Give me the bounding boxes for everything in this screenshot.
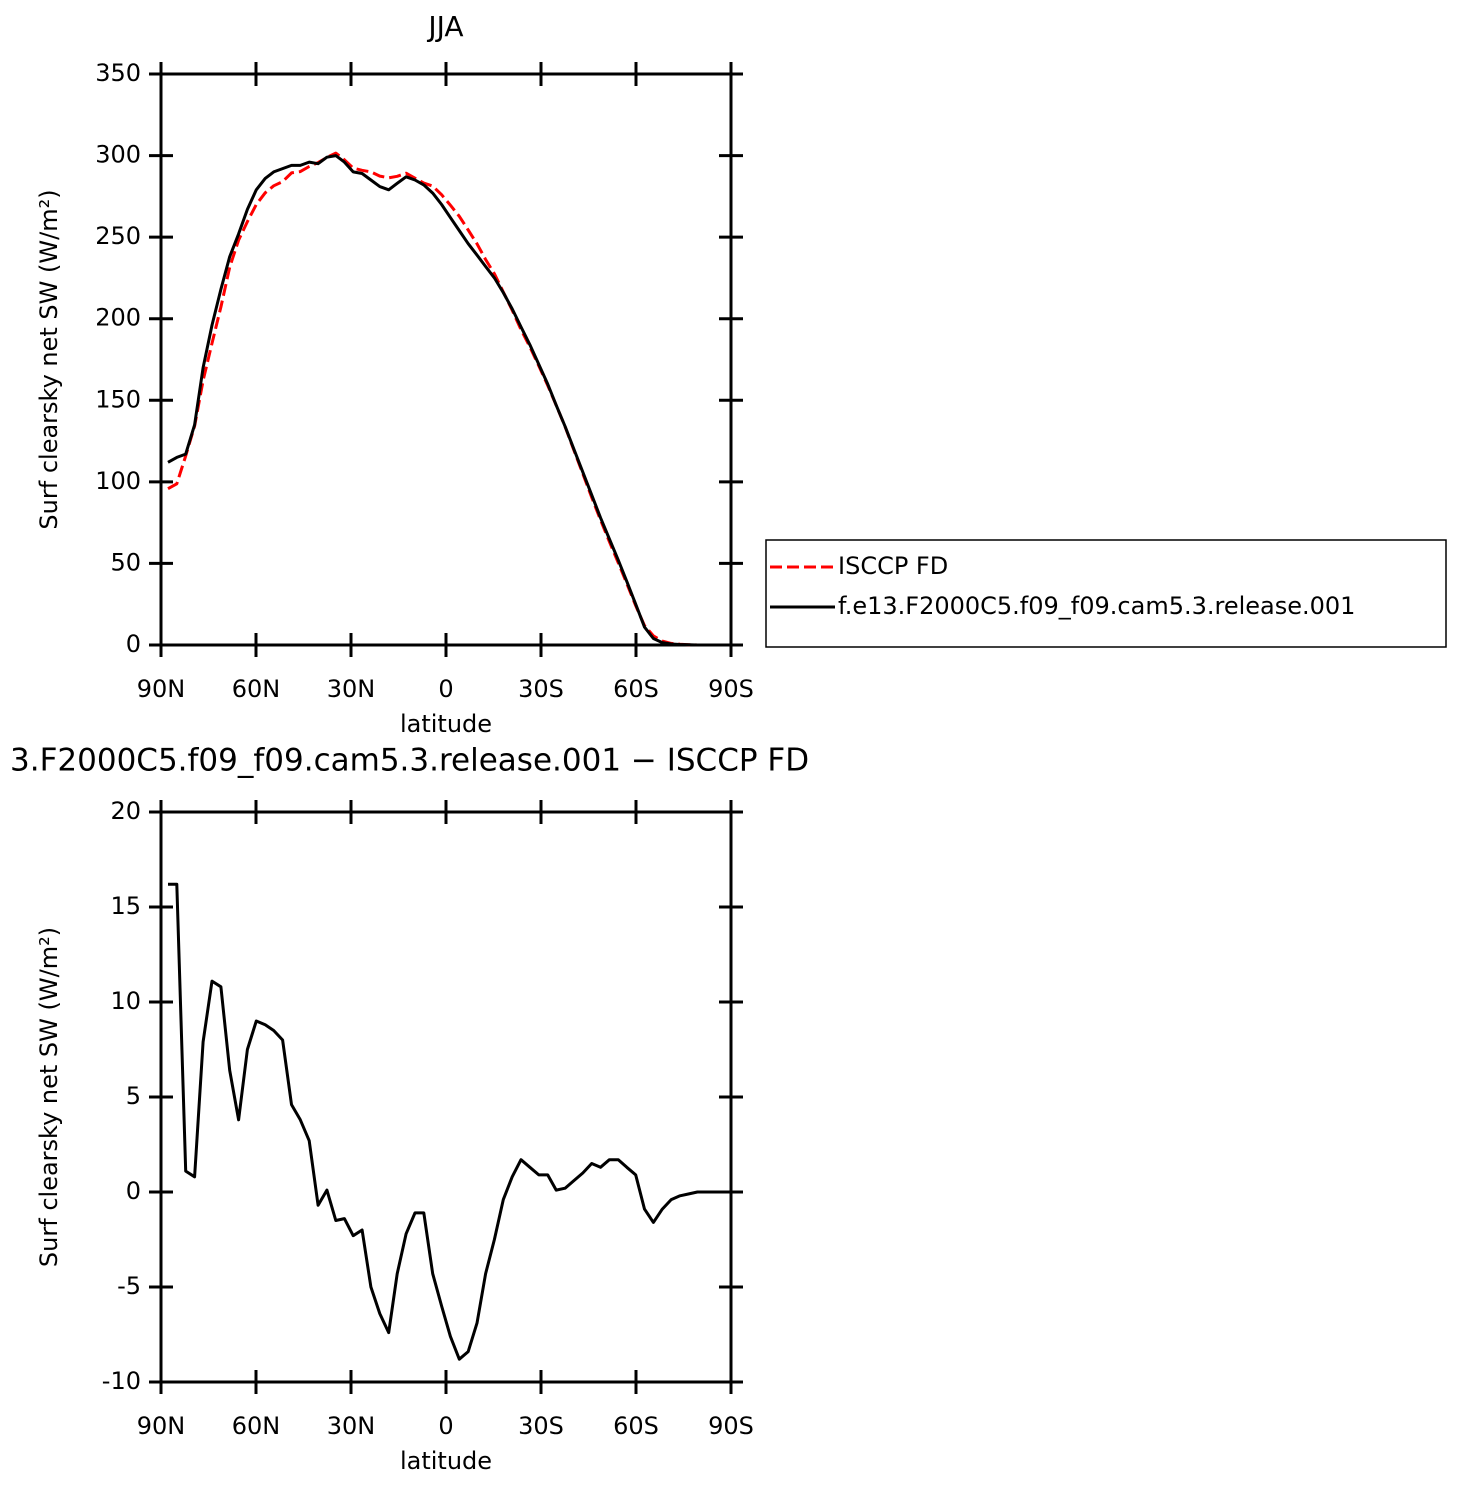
y-tick-label: 15 <box>110 892 141 920</box>
y-tick-label: -10 <box>102 1367 141 1395</box>
x-tick-label: 90S <box>708 675 754 703</box>
y-tick-label: -5 <box>117 1272 141 1300</box>
x-tick-label: 60S <box>613 1412 659 1440</box>
x-tick-label: 90N <box>137 1412 186 1440</box>
x-tick-label: 60S <box>613 675 659 703</box>
x-tick-label: 0 <box>438 675 453 703</box>
legend-box <box>765 539 1447 648</box>
plot-frame <box>159 72 733 647</box>
x-tick-label: 0 <box>438 1412 453 1440</box>
y-tick-label: 100 <box>95 467 141 495</box>
y-tick-label: 5 <box>126 1082 141 1110</box>
legend-label: f.e13.F2000C5.f09_f09.cam5.3.release.001 <box>838 592 1355 620</box>
y-axis-label: Surf clearsky net SW (W/m²) <box>35 927 63 1267</box>
chart-title: 3.F2000C5.f09_f09.cam5.3.release.001 − I… <box>10 743 809 779</box>
y-tick-label: 20 <box>110 797 141 825</box>
series-line <box>167 151 724 647</box>
x-tick-label: 90N <box>137 675 186 703</box>
y-axis-label: Surf clearsky net SW (W/m²) <box>35 189 63 529</box>
y-tick-label: 0 <box>126 1177 141 1205</box>
x-tick-label: 30N <box>327 1412 376 1440</box>
y-tick-label: 0 <box>126 630 141 658</box>
x-tick-label: 30S <box>518 1412 564 1440</box>
y-tick-label: 150 <box>95 385 141 413</box>
x-tick-label: 30S <box>518 675 564 703</box>
y-tick-label: 50 <box>110 548 141 576</box>
x-tick-label: 60N <box>232 675 281 703</box>
x-axis-label: latitude <box>400 1447 492 1475</box>
x-tick-label: 60N <box>232 1412 281 1440</box>
y-tick-label: 10 <box>110 987 141 1015</box>
series-line <box>167 154 724 647</box>
x-axis-label: latitude <box>400 710 492 738</box>
y-tick-label: 200 <box>95 304 141 332</box>
legend-label: ISCCP FD <box>838 552 948 580</box>
plot-frame <box>159 810 733 1384</box>
y-tick-label: 250 <box>95 222 141 250</box>
y-tick-label: 350 <box>95 59 141 87</box>
y-tick-label: 300 <box>95 141 141 169</box>
x-tick-label: 90S <box>708 1412 754 1440</box>
chart-title: JJA <box>426 10 463 43</box>
x-tick-label: 30N <box>327 675 376 703</box>
series-line <box>168 882 724 1361</box>
